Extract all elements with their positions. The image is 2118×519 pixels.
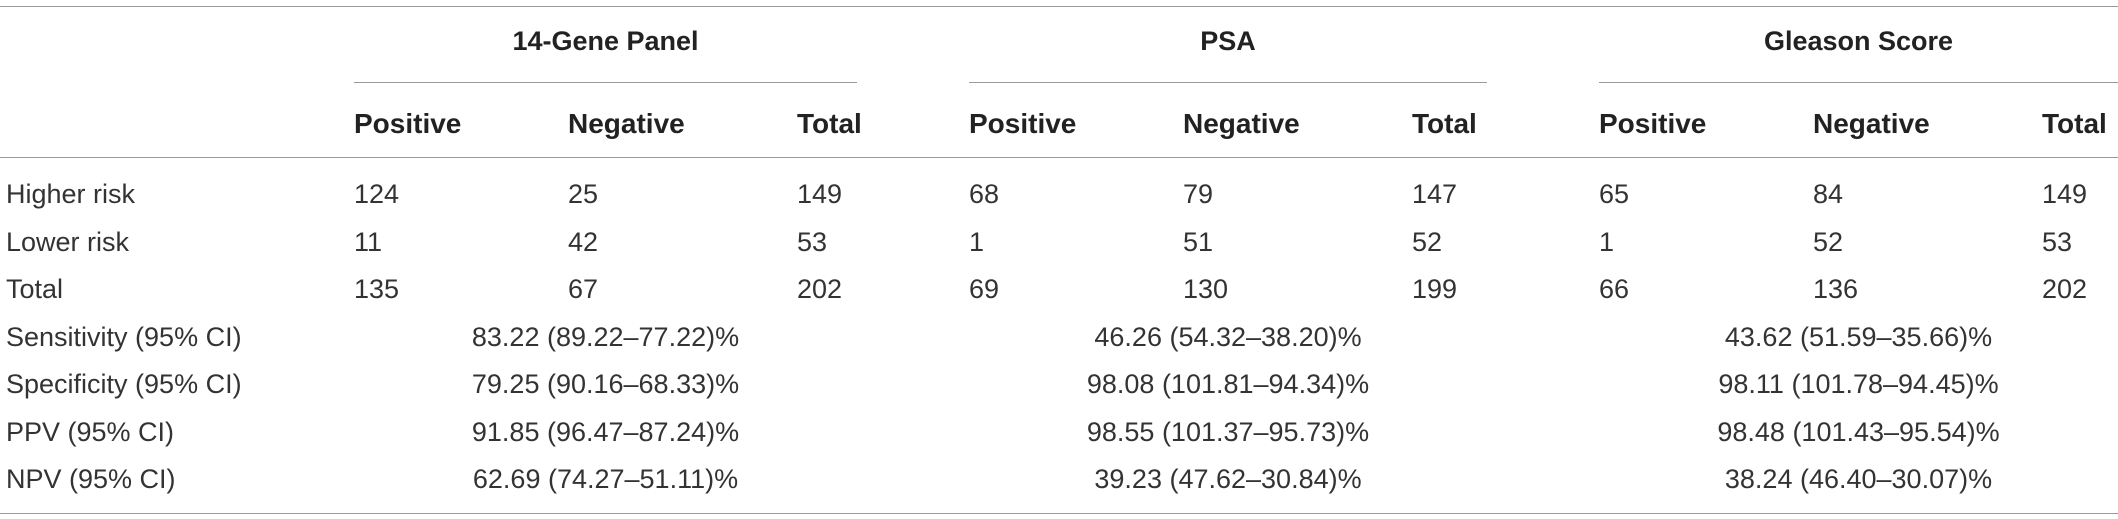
row-label-sensitivity-95-ci: Sensitivity (95% CI) — [6, 322, 242, 352]
table-cell: 135 — [354, 274, 400, 304]
table-cell: 68 — [969, 179, 1000, 209]
table-cell: 84 — [1813, 179, 1844, 209]
group-underline-psa — [969, 82, 1487, 83]
table-cell: 53 — [797, 227, 828, 257]
metric-cell-14-gene-panel: 91.85 (96.47–87.24)% — [471, 417, 740, 447]
table-cell: 52 — [1412, 227, 1443, 257]
table-cell: 79 — [1183, 179, 1214, 209]
col-header-psa-total: Total — [1412, 108, 1477, 139]
top-rule — [0, 6, 2118, 7]
row-label-specificity-95-ci: Specificity (95% CI) — [6, 369, 242, 399]
table-cell: 11 — [354, 227, 383, 257]
metric-cell-psa: 98.08 (101.81–94.34)% — [1086, 369, 1370, 399]
header-bottom-rule — [0, 157, 2118, 158]
row-label-total: Total — [6, 274, 64, 304]
metric-cell-psa: 46.26 (54.32–38.20)% — [1094, 322, 1362, 352]
table-cell: 136 — [1813, 274, 1859, 304]
table-cell: 199 — [1412, 274, 1458, 304]
table-cell: 42 — [568, 227, 599, 257]
bottom-rule — [0, 513, 2118, 514]
col-header-psa-negative: Negative — [1183, 108, 1300, 139]
group-underline-14-gene-panel — [354, 82, 857, 83]
row-label-npv-95-ci: NPV (95% CI) — [6, 464, 176, 494]
metric-cell-psa: 98.55 (101.37–95.73)% — [1086, 417, 1370, 447]
metric-cell-14-gene-panel: 62.69 (74.27–51.11)% — [472, 464, 739, 494]
row-label-ppv-95-ci: PPV (95% CI) — [6, 417, 175, 447]
table-cell: 202 — [797, 274, 843, 304]
col-header-psa-positive: Positive — [969, 108, 1077, 139]
table-cell: 67 — [568, 274, 599, 304]
table-cell: 53 — [2042, 227, 2073, 257]
table-cell: 1 — [1599, 227, 1615, 257]
metric-cell-psa: 39.23 (47.62–30.84)% — [1094, 464, 1362, 494]
col-header-gleason-score-total: Total — [2042, 108, 2107, 139]
col-header-14-gene-panel-positive: Positive — [354, 108, 462, 139]
table-cell: 202 — [2042, 274, 2088, 304]
metric-cell-14-gene-panel: 79.25 (90.16–68.33)% — [471, 369, 740, 399]
col-header-14-gene-panel-total: Total — [797, 108, 862, 139]
group-title-psa: PSA — [1200, 26, 1256, 56]
group-title-gleason-score: Gleason Score — [1763, 26, 1954, 56]
table-cell: 66 — [1599, 274, 1630, 304]
table-cell: 1 — [969, 227, 985, 257]
table-cell: 149 — [2042, 179, 2088, 209]
metric-cell-14-gene-panel: 83.22 (89.22–77.22)% — [471, 322, 740, 352]
table-cell: 124 — [354, 179, 400, 209]
table-cell: 52 — [1813, 227, 1844, 257]
metric-cell-gleason-score: 38.24 (46.40–30.07)% — [1724, 464, 1993, 494]
row-label-higher-risk: Higher risk — [6, 179, 136, 209]
table-cell: 147 — [1412, 179, 1458, 209]
table-cell: 25 — [568, 179, 599, 209]
table-cell: 149 — [797, 179, 843, 209]
table-cell: 65 — [1599, 179, 1630, 209]
col-header-gleason-score-positive: Positive — [1599, 108, 1707, 139]
group-underline-gleason-score — [1599, 82, 2118, 83]
table-cell: 69 — [969, 274, 1000, 304]
metric-cell-gleason-score: 98.11 (101.78–94.45)% — [1718, 369, 1999, 399]
metric-cell-gleason-score: 98.48 (101.43–95.54)% — [1717, 417, 2000, 447]
table-cell: 130 — [1183, 274, 1229, 304]
col-header-14-gene-panel-negative: Negative — [568, 108, 685, 139]
col-header-gleason-score-negative: Negative — [1813, 108, 1930, 139]
metric-cell-gleason-score: 43.62 (51.59–35.66)% — [1724, 322, 1993, 352]
table-cell: 51 — [1183, 227, 1214, 257]
group-title-14-gene-panel: 14-Gene Panel — [512, 26, 699, 56]
row-label-lower-risk: Lower risk — [6, 227, 130, 257]
